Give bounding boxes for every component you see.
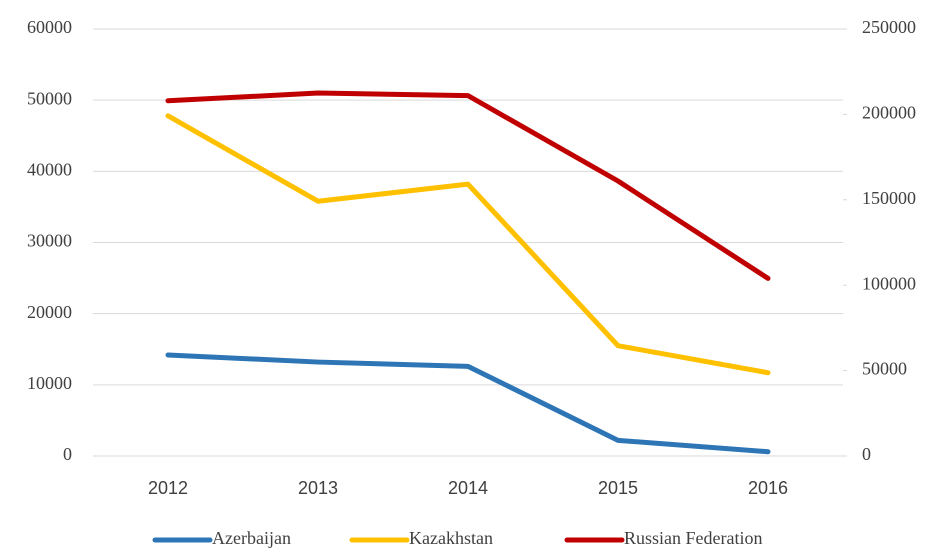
y2-tick-label: 200000: [862, 103, 916, 123]
y-tick-label: 20000: [27, 302, 72, 322]
x-tick-label: 2014: [448, 478, 488, 498]
y2-tick-label: 0: [862, 444, 871, 464]
legend-label: Russian Federation: [624, 528, 762, 548]
x-tick-label: 2016: [748, 478, 788, 498]
y2-tick-label: 250000: [862, 17, 916, 37]
legend-label: Kazakhstan: [409, 528, 493, 548]
y2-tick-label: 100000: [862, 273, 916, 293]
y-tick-label: 40000: [27, 159, 72, 179]
y-tick-label: 30000: [27, 231, 72, 251]
y-tick-label: 10000: [27, 373, 72, 393]
y-tick-label: 60000: [27, 17, 72, 37]
line: [165, 90, 771, 281]
x-tick-label: 2015: [598, 478, 638, 498]
y-tick-label: 50000: [27, 88, 72, 108]
legend-label: Azerbaijan: [212, 528, 291, 548]
y2-tick-label: 150000: [862, 188, 916, 208]
line: [165, 352, 771, 455]
y-tick-label: 0: [63, 444, 72, 464]
x-tick-label: 2012: [148, 478, 188, 498]
line: [165, 113, 771, 376]
x-tick-label: 2013: [298, 478, 338, 498]
y2-tick-label: 50000: [862, 359, 907, 379]
